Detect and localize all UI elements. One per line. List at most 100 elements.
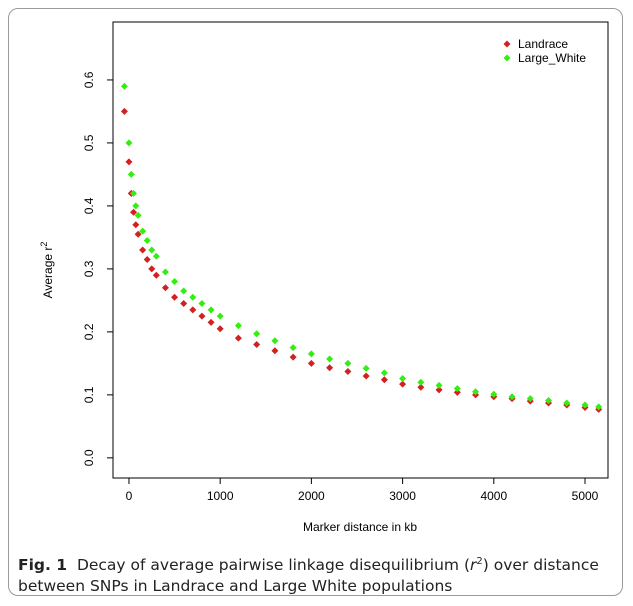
- point: [132, 202, 140, 210]
- point: [143, 237, 151, 245]
- point: [198, 312, 206, 320]
- point: [148, 265, 156, 273]
- x-tick-label: 2000: [298, 489, 325, 503]
- point: [171, 293, 179, 301]
- point: [253, 330, 261, 338]
- point: [234, 322, 242, 330]
- point: [207, 318, 215, 326]
- point: [362, 364, 370, 372]
- point: [125, 158, 133, 166]
- point: [435, 381, 443, 389]
- point: [130, 189, 138, 197]
- caption-sup: 2: [476, 556, 483, 567]
- point: [234, 334, 242, 342]
- point: [216, 312, 224, 320]
- caption-italic: r: [470, 556, 477, 575]
- point: [271, 347, 279, 355]
- x-tick-label: 5000: [572, 489, 599, 503]
- point: [417, 383, 425, 391]
- point: [139, 246, 147, 254]
- point: [207, 306, 215, 314]
- point: [453, 385, 461, 393]
- y-tick-label: 0.2: [82, 323, 96, 340]
- point: [132, 221, 140, 229]
- point: [134, 211, 142, 219]
- point: [289, 353, 297, 361]
- y-tick-label: 0.5: [82, 134, 96, 151]
- point: [134, 230, 142, 238]
- point: [216, 325, 224, 333]
- point: [326, 355, 334, 363]
- point: [189, 306, 197, 314]
- point: [120, 107, 128, 115]
- point: [380, 376, 388, 384]
- y-axis-label-group: Average r2: [39, 242, 55, 299]
- point: [595, 403, 603, 411]
- caption-text: Decay of average pairwise linkage disequ…: [76, 556, 471, 575]
- point: [130, 208, 138, 216]
- y-tick-label: 0.6: [82, 71, 96, 88]
- y-tick-label-group: 0.3: [82, 260, 96, 277]
- legend-marker: [503, 40, 511, 48]
- point: [289, 344, 297, 352]
- x-tick-label: 4000: [480, 489, 507, 503]
- y-axis-label: Average r2: [39, 242, 55, 299]
- x-tick-label: 3000: [389, 489, 416, 503]
- caption: Fig. 1 Decay of average pairwise linkage…: [18, 551, 618, 597]
- point: [545, 397, 553, 405]
- legend-label: Large_White: [518, 51, 586, 65]
- y-tick-label: 0.1: [82, 386, 96, 403]
- point: [526, 395, 534, 403]
- y-tick-label-group: 0.5: [82, 134, 96, 151]
- point: [490, 390, 498, 398]
- point: [344, 368, 352, 376]
- point: [563, 399, 571, 407]
- y-tick-label-group: 0.4: [82, 197, 96, 214]
- y-tick-label-group: 0.2: [82, 323, 96, 340]
- y-axis-label-sup: 2: [39, 242, 49, 247]
- point: [362, 372, 370, 380]
- point: [125, 139, 133, 147]
- legend-marker: [503, 54, 511, 62]
- point: [307, 350, 315, 358]
- point: [161, 284, 169, 292]
- point: [127, 170, 135, 178]
- point: [139, 227, 147, 235]
- point: [180, 300, 188, 308]
- point: [453, 388, 461, 396]
- point: [171, 277, 179, 285]
- legend-label: Landrace: [518, 37, 568, 51]
- point: [344, 359, 352, 367]
- point: [380, 369, 388, 377]
- point: [143, 255, 151, 263]
- y-tick-label: 0.0: [82, 449, 96, 466]
- point: [399, 374, 407, 382]
- y-tick-label-group: 0.6: [82, 71, 96, 88]
- point: [152, 252, 160, 260]
- chart: Marker distance in kb Average r2 0 1000 20…: [39, 21, 609, 534]
- y-axis-label-text: Average r: [41, 247, 55, 299]
- point: [189, 293, 197, 301]
- point: [180, 287, 188, 295]
- x-tick-label: 1000: [207, 489, 234, 503]
- y-tick-label: 0.4: [82, 197, 96, 214]
- point: [435, 386, 443, 394]
- point: [508, 393, 516, 401]
- plot-box: [112, 21, 609, 479]
- point: [152, 271, 160, 279]
- y-tick-label-group: 0.1: [82, 386, 96, 403]
- x-axis-label: Marker distance in kb: [303, 520, 417, 534]
- y-tick-label-group: 0.0: [82, 449, 96, 466]
- point: [271, 337, 279, 345]
- point: [307, 359, 315, 367]
- point: [161, 268, 169, 276]
- point: [472, 388, 480, 396]
- y-tick-label: 0.3: [82, 260, 96, 277]
- figure-frame: [8, 8, 623, 596]
- point: [120, 82, 128, 90]
- point: [417, 378, 425, 386]
- point: [198, 300, 206, 308]
- point: [326, 364, 334, 372]
- point: [253, 340, 261, 348]
